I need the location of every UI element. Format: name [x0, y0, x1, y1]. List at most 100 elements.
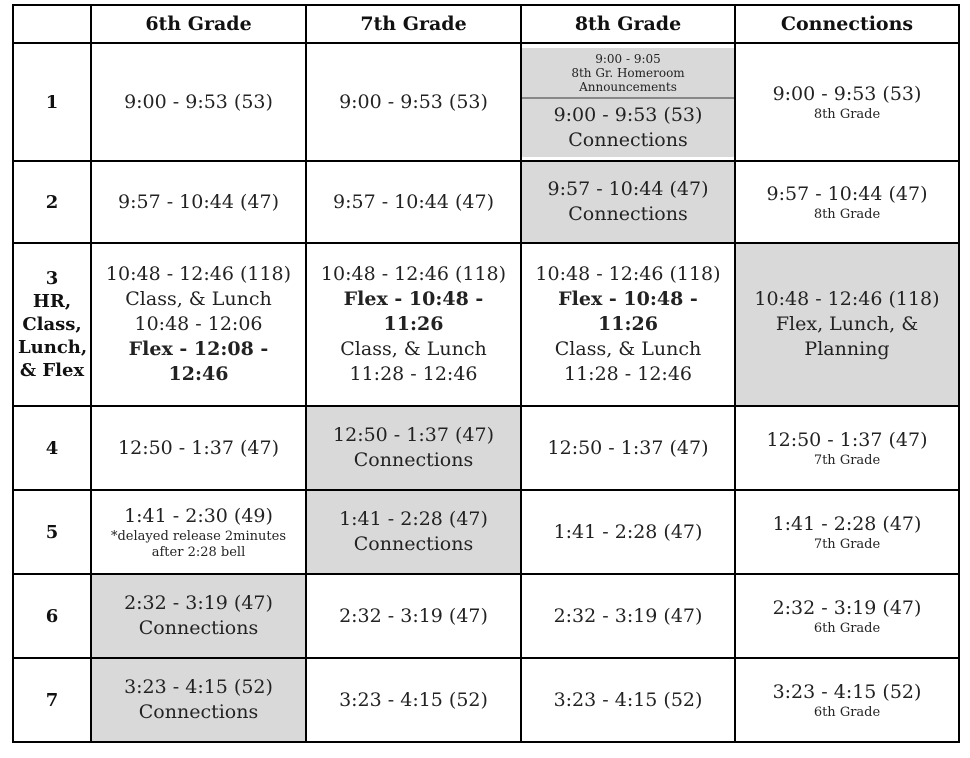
connections-grade: 8th Grade	[813, 206, 881, 222]
bell-schedule-table: 6th Grade 7th Grade 8th Grade Connection…	[12, 4, 960, 743]
connections-label: Connections	[353, 449, 474, 471]
planning-label: Planning	[804, 338, 890, 360]
period-label-class: Class,	[22, 314, 82, 335]
class-lunch-time: 11:28 - 12:46	[563, 363, 692, 385]
period-number: 5	[12, 489, 92, 575]
eighth-grade-time: 1:41 - 2:28 (47)	[520, 489, 736, 575]
connections-grade: 7th Grade	[813, 452, 881, 468]
block-time: 10:48 - 12:46 (118)	[535, 263, 721, 285]
seventh-grade-connections-cell: 1:41 - 2:28 (47) Connections	[305, 489, 522, 575]
table-row: 7 3:23 - 4:15 (52) Connections 3:23 - 4:…	[12, 657, 960, 743]
connections-cell: 2:32 - 3:19 (47) 6th Grade	[734, 573, 960, 659]
table-row: 6 2:32 - 3:19 (47) Connections 2:32 - 3:…	[12, 573, 960, 659]
connections-label: Connections	[568, 203, 688, 225]
class-lunch-label: Class, & Lunch	[125, 288, 272, 310]
header-6th-grade: 6th Grade	[90, 4, 307, 44]
class-lunch-time: 11:28 - 12:46	[349, 363, 478, 385]
eighth-grade-time: 3:23 - 4:15 (52)	[520, 657, 736, 743]
sixth-grade-cell: 1:41 - 2:30 (49) *delayed release 2minut…	[90, 489, 307, 575]
delayed-release-note-2: after 2:28 bell	[151, 544, 246, 560]
connections-label: Connections	[138, 701, 259, 723]
table-row: 1 9:00 - 9:53 (53) 9:00 - 9:53 (53) 9:00…	[12, 42, 960, 162]
sixth-grade-time: 3:23 - 4:15 (52)	[124, 676, 273, 698]
sixth-grade-time: 9:00 - 9:53 (53)	[90, 42, 307, 162]
connections-time: 1:41 - 2:28 (47)	[772, 512, 922, 535]
sixth-grade-time: 9:57 - 10:44 (47)	[90, 160, 307, 244]
period-number: 1	[12, 42, 92, 162]
homeroom-label: 8th Gr. Homeroom	[571, 65, 685, 80]
connections-label: Connections	[353, 533, 474, 555]
connections-time: 3:23 - 4:15 (52)	[772, 680, 922, 703]
period-label-flex: & Flex	[19, 360, 85, 381]
connections-grade: 8th Grade	[813, 106, 881, 122]
flex-time: Flex - 10:48 - 11:26	[343, 288, 484, 335]
connections-label: Connections	[138, 617, 259, 639]
connections-time: 9:57 - 10:44 (47)	[766, 182, 928, 205]
sixth-grade-connections-cell: 2:32 - 3:19 (47) Connections	[90, 573, 307, 659]
connections-cell: 3:23 - 4:15 (52) 6th Grade	[734, 657, 960, 743]
connections-block: 9:00 - 9:53 (53) Connections	[523, 98, 733, 157]
period-label-cell: 3 HR, Class, Lunch, & Flex	[12, 242, 92, 407]
connections-grade: 7th Grade	[813, 536, 881, 552]
connections-time: 12:50 - 1:37 (47)	[766, 428, 928, 451]
flex-time: Flex - 10:48 - 11:26	[558, 288, 698, 335]
class-lunch-label: Class, & Lunch	[554, 338, 702, 360]
eighth-grade-split-cell: 9:00 - 9:05 8th Gr. Homeroom Announcemen…	[520, 42, 736, 162]
connections-time: 9:00 - 9:53 (53)	[772, 82, 922, 105]
eighth-grade-connections-cell: 9:57 - 10:44 (47) Connections	[520, 160, 736, 244]
eighth-grade-cell: 10:48 - 12:46 (118) Flex - 10:48 - 11:26…	[520, 242, 736, 407]
connections-time: 10:48 - 12:46 (118)	[754, 288, 940, 310]
header-7th-grade: 7th Grade	[305, 4, 522, 44]
period-number: 3	[45, 268, 59, 289]
period-number: 2	[12, 160, 92, 244]
seventh-grade-time: 3:23 - 4:15 (52)	[305, 657, 522, 743]
seventh-grade-time: 9:00 - 9:53 (53)	[305, 42, 522, 162]
header-row: 6th Grade 7th Grade 8th Grade Connection…	[12, 4, 960, 44]
connections-planning-cell: 10:48 - 12:46 (118) Flex, Lunch, & Plann…	[734, 242, 960, 407]
flex-time: Flex - 12:08 - 12:46	[128, 338, 269, 385]
connections-cell: 1:41 - 2:28 (47) 7th Grade	[734, 489, 960, 575]
flex-lunch-label: Flex, Lunch, &	[775, 313, 919, 335]
sixth-grade-time: 12:50 - 1:37 (47)	[90, 405, 307, 491]
delayed-release-note: *delayed release 2minutes	[110, 528, 286, 544]
table-row: 2 9:57 - 10:44 (47) 9:57 - 10:44 (47) 9:…	[12, 160, 960, 244]
header-connections: Connections	[734, 4, 960, 44]
sixth-grade-time: 1:41 - 2:30 (49)	[124, 504, 273, 527]
homeroom-block: 9:00 - 9:05 8th Gr. Homeroom Announcemen…	[523, 47, 733, 99]
table-row: 4 12:50 - 1:37 (47) 12:50 - 1:37 (47) Co…	[12, 405, 960, 491]
connections-time: 2:32 - 3:19 (47)	[772, 596, 922, 619]
class-lunch-time: 10:48 - 12:06	[134, 313, 263, 335]
block-time: 10:48 - 12:46 (118)	[320, 263, 507, 285]
seventh-grade-time: 1:41 - 2:28 (47)	[339, 508, 488, 530]
sixth-grade-time: 2:32 - 3:19 (47)	[124, 592, 273, 614]
period-number: 7	[12, 657, 92, 743]
seventh-grade-time: 12:50 - 1:37 (47)	[333, 424, 494, 446]
block-time: 10:48 - 12:46 (118)	[105, 263, 292, 285]
seventh-grade-connections-cell: 12:50 - 1:37 (47) Connections	[305, 405, 522, 491]
sixth-grade-cell: 10:48 - 12:46 (118) Class, & Lunch 10:48…	[90, 242, 307, 407]
eighth-grade-time: 12:50 - 1:37 (47)	[520, 405, 736, 491]
seventh-grade-time: 2:32 - 3:19 (47)	[305, 573, 522, 659]
connections-grade: 6th Grade	[813, 620, 881, 636]
period-number: 4	[12, 405, 92, 491]
sixth-grade-connections-cell: 3:23 - 4:15 (52) Connections	[90, 657, 307, 743]
period-label-hr: HR,	[32, 291, 72, 312]
table-row: 5 1:41 - 2:30 (49) *delayed release 2min…	[12, 489, 960, 575]
seventh-grade-time: 9:57 - 10:44 (47)	[305, 160, 522, 244]
connections-cell: 9:57 - 10:44 (47) 8th Grade	[734, 160, 960, 244]
header-corner	[12, 4, 92, 44]
connections-label: Connections	[568, 128, 688, 151]
period-number: 6	[12, 573, 92, 659]
connections-grade: 6th Grade	[813, 704, 881, 720]
table-row: 3 HR, Class, Lunch, & Flex 10:48 - 12:46…	[12, 242, 960, 407]
header-8th-grade: 8th Grade	[520, 4, 736, 44]
class-lunch-label: Class, & Lunch	[340, 338, 487, 360]
eighth-grade-time: 9:00 - 9:53 (53)	[553, 103, 703, 126]
eighth-grade-time: 9:57 - 10:44 (47)	[547, 178, 709, 200]
connections-cell: 12:50 - 1:37 (47) 7th Grade	[734, 405, 960, 491]
homeroom-time: 9:00 - 9:05	[595, 51, 661, 66]
seventh-grade-cell: 10:48 - 12:46 (118) Flex - 10:48 - 11:26…	[305, 242, 522, 407]
schedule-wrapper: 6th Grade 7th Grade 8th Grade Connection…	[12, 4, 960, 743]
connections-cell: 9:00 - 9:53 (53) 8th Grade	[734, 42, 960, 162]
period-label-lunch: Lunch,	[18, 337, 88, 358]
